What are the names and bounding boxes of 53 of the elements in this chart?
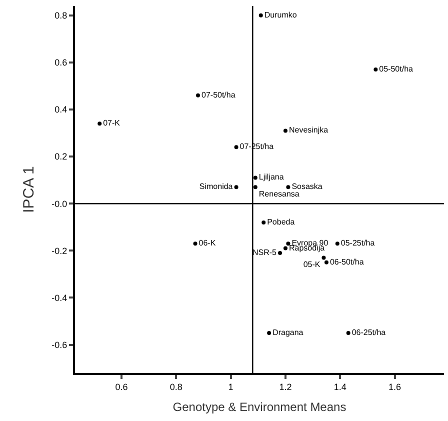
series-label: Simonida [199, 182, 234, 192]
point [253, 176, 258, 180]
point [324, 260, 328, 264]
y-tick-label: 0.6 [54, 58, 68, 68]
series-label: 06-25t/ha [352, 328, 386, 338]
x-axis-title: Genotype & Environment Means [172, 400, 346, 414]
series-label: Sosaska [292, 182, 323, 192]
series-label: Renesansa [258, 190, 300, 199]
point [98, 122, 102, 126]
series-label: 05-K [303, 260, 321, 270]
point [374, 68, 378, 72]
point [234, 185, 238, 190]
series-label: 07-50t/ha [202, 90, 236, 100]
point [234, 145, 238, 150]
x-tick-label: 1.2 [279, 382, 292, 392]
series-label: Ljiljana [258, 172, 284, 182]
x-tick-label: 1.6 [388, 382, 402, 392]
point [193, 242, 198, 246]
point [322, 256, 326, 260]
point [346, 331, 350, 336]
point [286, 242, 290, 246]
x-tick-label: 0.8 [170, 382, 182, 392]
y-tick-label: -0.2 [52, 246, 68, 256]
point [335, 242, 340, 246]
series-label: Pobeda [267, 217, 296, 226]
series-label: 07-K [103, 118, 121, 128]
point [267, 331, 272, 336]
point [283, 246, 288, 250]
series-label: 06-K [198, 238, 216, 248]
series-label: 06-50t/ha [330, 257, 364, 266]
series-label: Durumko [264, 10, 298, 20]
point [258, 13, 263, 18]
point [283, 128, 288, 133]
y-tick-label: 0.8 [54, 10, 68, 21]
point [262, 220, 266, 224]
y-tick-label: -0.0 [52, 198, 68, 209]
y-tick-label: -0.6 [52, 340, 68, 350]
x-tick-label: 0.6 [115, 382, 128, 392]
point [278, 251, 282, 256]
x-tick-label: 1 [228, 382, 234, 392]
y-tick-label: 0.2 [54, 152, 68, 162]
series-label: NSR-5 [252, 248, 278, 258]
series-label: Dragana [272, 328, 304, 338]
point [253, 185, 258, 190]
y-axis-title: IPCA 1 [20, 166, 38, 213]
series-label: 05-25t/ha [340, 238, 376, 248]
y-tick-label: -0.4 [52, 292, 68, 303]
x-tick-label: 1.4 [334, 382, 346, 392]
point [286, 185, 290, 190]
y-tick-label: 0.4 [54, 104, 68, 115]
point [196, 93, 200, 98]
series-label: Nevesinjka [288, 126, 329, 135]
series-label: 05-50t/ha [379, 64, 414, 74]
